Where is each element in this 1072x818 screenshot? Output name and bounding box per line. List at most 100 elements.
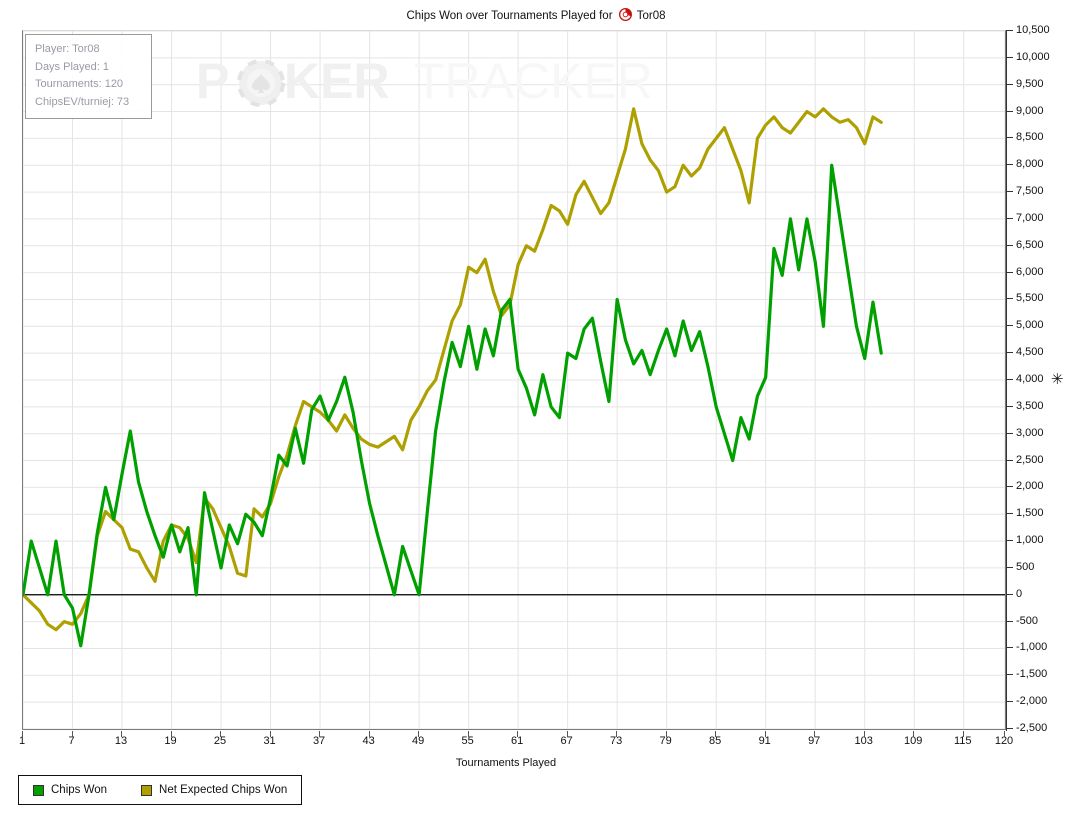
legend-item-chips-won[interactable]: Chips Won bbox=[33, 784, 107, 796]
x-axis-tick-label: 13 bbox=[114, 735, 128, 747]
x-axis-tick bbox=[269, 731, 271, 737]
y-axis-tick bbox=[1006, 486, 1013, 488]
legend-swatch-icon bbox=[141, 784, 153, 796]
x-axis-tick-label: 49 bbox=[411, 735, 425, 747]
x-axis-tick-label: 85 bbox=[709, 735, 722, 747]
y-axis-tick bbox=[1006, 352, 1013, 354]
y-axis-tick bbox=[1006, 30, 1013, 31]
x-axis-tick-label: 7 bbox=[68, 735, 75, 747]
y-axis-tick-label: 2,500 bbox=[1016, 453, 1044, 466]
info-player: Player: Tor08 bbox=[35, 43, 100, 55]
x-axis-tick-label: 19 bbox=[164, 735, 177, 747]
series-line-net-expected-chips-won bbox=[23, 107, 883, 632]
legend-label: Net Expected Chips Won bbox=[159, 784, 288, 796]
x-axis-tick bbox=[121, 731, 123, 737]
y-axis-tick-label: -1,000 bbox=[1016, 641, 1048, 654]
x-axis-tick-label: 67 bbox=[560, 735, 573, 747]
x-axis-tick bbox=[814, 731, 816, 737]
x-axis-tick-label: 55 bbox=[461, 735, 474, 747]
y-axis-tick bbox=[1006, 620, 1013, 622]
x-axis-tick-label: 115 bbox=[953, 735, 972, 747]
x-axis-tick-label: 120 bbox=[994, 735, 1014, 747]
x-axis-tick bbox=[22, 731, 23, 737]
y-axis-tick bbox=[1006, 244, 1013, 246]
y-axis-tick bbox=[1006, 271, 1013, 273]
x-axis-tick bbox=[319, 731, 321, 737]
y-axis-tick-label: 1,000 bbox=[1016, 534, 1044, 547]
x-axis-tick-label: 109 bbox=[904, 735, 923, 747]
x-axis-tick-label: 43 bbox=[362, 735, 375, 747]
y-axis-tick bbox=[1006, 566, 1013, 568]
gridlines bbox=[23, 31, 1005, 729]
y-axis-tick-label: 7,000 bbox=[1016, 211, 1044, 224]
chart-legend: Chips Won Net Expected Chips Won bbox=[18, 775, 303, 805]
y-axis-tick-label: 9,000 bbox=[1016, 104, 1044, 117]
y-axis-tick-label: 3,000 bbox=[1016, 426, 1044, 439]
poker-chip-icon bbox=[618, 8, 632, 21]
x-axis-tick-label: 31 bbox=[263, 735, 276, 747]
x-axis-tick bbox=[220, 731, 222, 737]
x-axis-tick-label: 37 bbox=[312, 735, 326, 747]
x-axis-tick-label: 61 bbox=[511, 735, 524, 747]
info-days-played: Days Played: 1 bbox=[35, 60, 109, 73]
y-axis-tick bbox=[1006, 164, 1013, 166]
y-axis-tick bbox=[1006, 701, 1013, 703]
series-line-chips-won bbox=[23, 163, 883, 648]
y-axis-tick bbox=[1006, 513, 1013, 515]
legend-item-net-expected-chips-won[interactable]: Net Expected Chips Won bbox=[141, 784, 287, 796]
chart-title-text: Chips Won over Tournaments Played for bbox=[406, 10, 613, 22]
x-axis-tick bbox=[962, 731, 964, 737]
y-axis-tick-label: -500 bbox=[1016, 614, 1039, 627]
chart-info-box: Player: Tor08 Days Played: 1 Tournaments… bbox=[25, 34, 152, 119]
y-axis-tick-label: 10,000 bbox=[1016, 50, 1050, 63]
x-axis-tick-label: 103 bbox=[854, 735, 873, 747]
x-axis-title: Tournaments Played bbox=[455, 757, 557, 769]
x-axis-tick bbox=[170, 731, 172, 737]
y-axis-tick-label: 9,500 bbox=[1016, 77, 1044, 90]
y-axis-tick-label: 5,000 bbox=[1016, 319, 1044, 332]
y-axis-tick-label: 8,000 bbox=[1016, 158, 1044, 171]
legend-swatch-icon bbox=[33, 784, 44, 796]
y-axis-tick-label: 4,500 bbox=[1016, 346, 1044, 359]
x-axis-tick bbox=[863, 731, 865, 737]
y-axis-tick bbox=[1006, 83, 1013, 85]
y-axis-tick bbox=[1006, 674, 1013, 676]
y-axis-tick bbox=[1006, 56, 1013, 58]
x-axis-tick bbox=[467, 731, 469, 737]
plot-area bbox=[22, 30, 1006, 730]
info-tournaments: Tournaments: 120 bbox=[35, 78, 124, 90]
x-axis-tick-label: 73 bbox=[610, 735, 623, 747]
y-axis-tick-label: -2,000 bbox=[1016, 695, 1048, 708]
data-point-marker: ✳ bbox=[1051, 371, 1064, 388]
x-axis-tick bbox=[665, 731, 667, 737]
y-axis-tick-label: 10,500 bbox=[1016, 24, 1050, 36]
y-axis-tick bbox=[1006, 298, 1013, 300]
x-axis-tick-label: 91 bbox=[758, 735, 771, 747]
y-axis-tick-label: 8,500 bbox=[1016, 131, 1044, 144]
y-axis-tick-label: 6,500 bbox=[1016, 238, 1044, 251]
y-axis-tick-label: -2,500 bbox=[1016, 722, 1048, 734]
x-axis-tick-label: 97 bbox=[808, 735, 821, 747]
chart-canvas bbox=[23, 31, 1005, 729]
x-axis-tick bbox=[368, 731, 370, 737]
y-axis-tick bbox=[1006, 728, 1013, 729]
x-axis-tick-label: 1 bbox=[18, 735, 26, 747]
y-axis-tick bbox=[1006, 432, 1013, 434]
x-axis-tick bbox=[764, 731, 766, 737]
y-axis-line bbox=[1006, 30, 1007, 731]
info-chipsev: ChipsEV/turniej: 73 bbox=[35, 95, 130, 108]
y-axis-tick bbox=[1006, 647, 1013, 649]
y-axis-tick-label: 1,500 bbox=[1016, 507, 1044, 520]
y-axis-tick bbox=[1006, 593, 1013, 595]
y-axis-tick bbox=[1006, 405, 1013, 407]
y-axis-tick-label: 2,000 bbox=[1016, 480, 1044, 493]
y-axis-tick-label: 6,000 bbox=[1016, 265, 1044, 278]
y-axis-tick bbox=[1006, 459, 1013, 461]
x-axis-tick bbox=[71, 731, 73, 737]
y-axis-tick-label: 3,500 bbox=[1016, 399, 1044, 412]
y-axis-tick bbox=[1006, 379, 1013, 380]
y-axis-tick bbox=[1006, 325, 1013, 327]
y-axis-tick-label: 7,500 bbox=[1016, 185, 1044, 198]
y-axis-tick bbox=[1006, 110, 1013, 112]
y-axis-tick-label: 0 bbox=[1016, 587, 1023, 600]
